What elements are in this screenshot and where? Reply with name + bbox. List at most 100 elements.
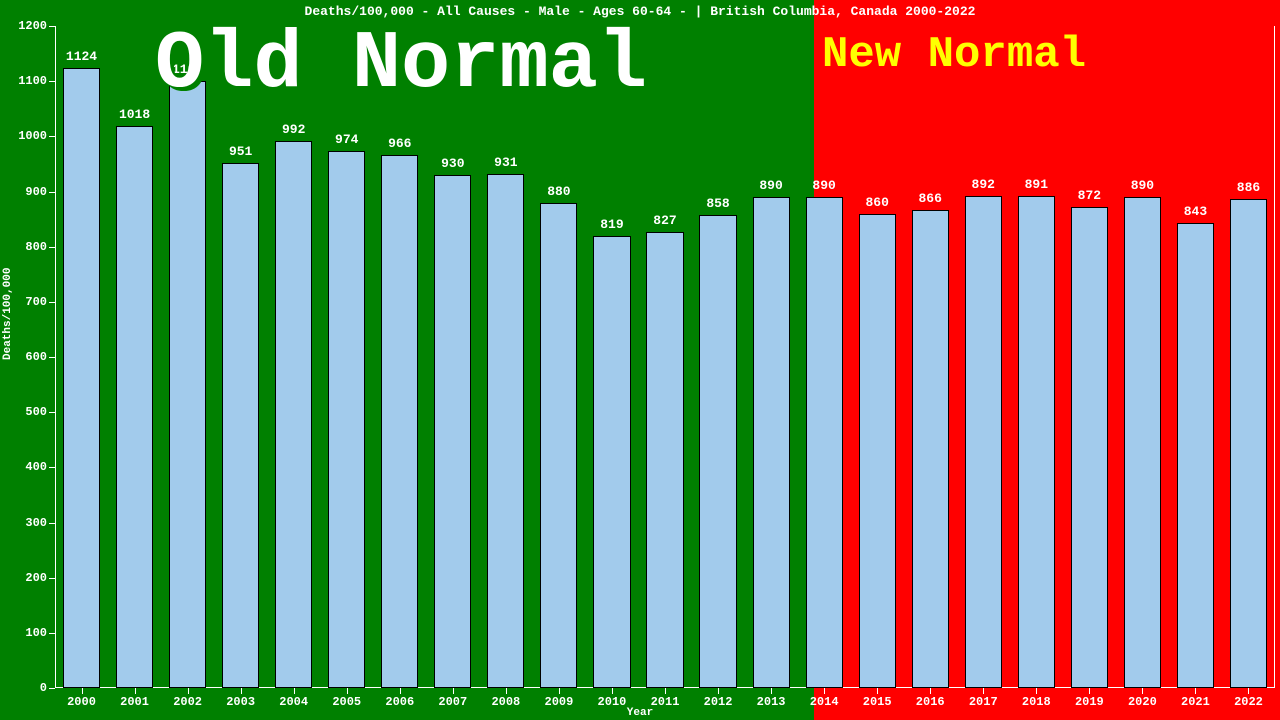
bar-value-label: 1124 [66,49,97,64]
ytick-label: 900 [25,185,47,199]
ytick-line [49,136,55,137]
bar-value-label: 890 [759,178,782,193]
bar [1230,199,1267,688]
bar-value-label: 843 [1184,204,1207,219]
overlay-text: New Normal [822,30,1086,80]
ytick-label: 800 [25,240,47,254]
old-normal-overlay: Old Normal Old Normal [155,18,647,111]
xtick-label: 2011 [651,695,680,709]
xtick-line [347,688,348,694]
bar-value-label: 890 [812,178,835,193]
ytick-line [49,26,55,27]
xtick-label: 2000 [67,695,96,709]
xtick-label: 2009 [545,695,574,709]
xtick-label: 2010 [598,695,627,709]
ytick-line [49,688,55,689]
bar-value-label: 858 [706,196,729,211]
bar [646,232,683,688]
bar [1124,197,1161,688]
xtick-line [930,688,931,694]
bar [487,174,524,688]
bar-value-label: 966 [388,136,411,151]
xtick-line [241,688,242,694]
xtick-line [1036,688,1037,694]
bar-value-label: 951 [229,144,252,159]
bar [169,81,206,688]
xtick-label: 2005 [332,695,361,709]
bar-value-label: 827 [653,213,676,228]
xtick-label: 2013 [757,695,786,709]
ytick-label: 500 [25,405,47,419]
xtick-label: 2022 [1234,695,1263,709]
bar-value-label: 930 [441,156,464,171]
xtick-line [983,688,984,694]
ytick-label: 1200 [18,19,47,33]
xtick-label: 2014 [810,695,839,709]
ytick-line [49,247,55,248]
bar-value-label: 891 [1025,177,1048,192]
bar-value-label: 866 [919,191,942,206]
xtick-line [506,688,507,694]
xtick-label: 2019 [1075,695,1104,709]
bar [912,210,949,688]
bar [328,151,365,688]
ytick-line [49,81,55,82]
xtick-line [1142,688,1143,694]
bar [1177,223,1214,688]
xtick-label: 2018 [1022,695,1051,709]
ytick-line [49,357,55,358]
xtick-line [824,688,825,694]
new-normal-overlay: New Normal New Normal [822,30,1086,80]
bar [381,155,418,688]
ytick-label: 400 [25,460,47,474]
ytick-label: 0 [40,681,47,695]
xtick-line [612,688,613,694]
bar [965,196,1002,688]
xtick-line [294,688,295,694]
ytick-label: 700 [25,295,47,309]
xtick-label: 2021 [1181,695,1210,709]
ytick-line [49,633,55,634]
ytick-line [49,412,55,413]
xtick-label: 2020 [1128,695,1157,709]
ytick-label: 1100 [18,74,47,88]
bar [434,175,471,688]
bar [699,215,736,688]
axis-right [1274,26,1275,688]
bar-value-label: 860 [865,195,888,210]
bar-value-label: 992 [282,122,305,137]
xtick-label: 2008 [491,695,520,709]
xtick-line [771,688,772,694]
xtick-line [400,688,401,694]
ytick-line [49,302,55,303]
bar [753,197,790,688]
xtick-label: 2004 [279,695,308,709]
xtick-line [135,688,136,694]
xtick-label: 2016 [916,695,945,709]
bar-value-label: 886 [1237,180,1260,195]
bar [859,214,896,688]
bar-value-label: 872 [1078,188,1101,203]
xtick-label: 2012 [704,695,733,709]
overlay-text: Old Normal [155,18,647,111]
xtick-line [718,688,719,694]
ytick-label: 1000 [18,129,47,143]
bar [1018,196,1055,688]
bar [806,197,843,688]
xtick-line [188,688,189,694]
xtick-label: 2003 [226,695,255,709]
bar-value-label: 819 [600,217,623,232]
bar-value-label: 1018 [119,107,150,122]
bar [275,141,312,688]
xtick-line [1089,688,1090,694]
bar [222,163,259,688]
bar [63,68,100,688]
bar-value-label: 931 [494,155,517,170]
ytick-label: 100 [25,626,47,640]
ytick-line [49,467,55,468]
ytick-line [49,192,55,193]
death-rate-chart: Deaths/100,000 - All Causes - Male - Age… [0,0,1280,720]
ytick-label: 200 [25,571,47,585]
y-axis-label: Deaths/100,000 [2,268,14,360]
chart-title: Deaths/100,000 - All Causes - Male - Age… [0,4,1280,19]
